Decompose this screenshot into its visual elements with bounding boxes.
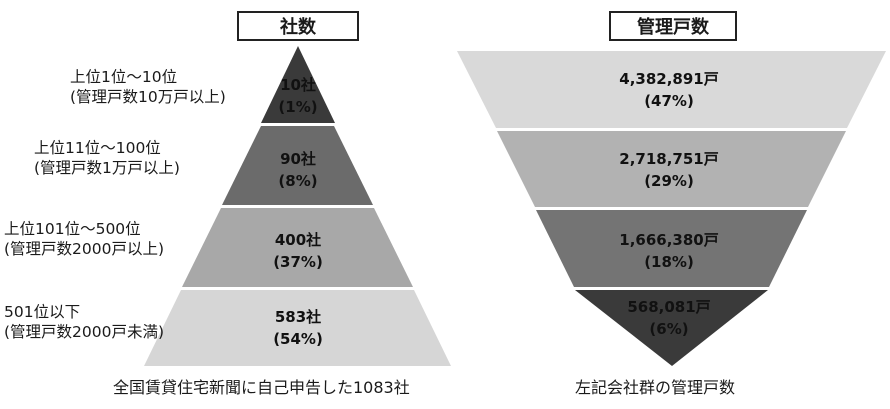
inverted-tier-1-units: 4,382,891戸 xyxy=(619,70,718,88)
right-title: 管理戸数 xyxy=(637,17,709,38)
inverted-tier-2-share: (29%) xyxy=(644,172,694,190)
inverted-tier-2 xyxy=(497,131,846,207)
inverted-tier-3-units: 1,666,380戸 xyxy=(619,231,718,249)
pyramid-tier-1-share: (1%) xyxy=(278,98,317,116)
tier-4-label: 501位以下 (管理戸数2000戸未満) xyxy=(4,302,164,342)
tier-1-criteria-label: (管理戸数10万戸以上) xyxy=(70,88,226,106)
tier-3-label: 上位101位～500位 (管理戸数2000戸以上) xyxy=(4,219,164,259)
pyramid-tier-4-count: 583社 xyxy=(275,308,321,326)
pyramid-tier-2 xyxy=(222,126,373,205)
left-caption: 全国賃貸住宅新聞に自己申告した1083社 xyxy=(113,378,410,397)
inverted-tier-1 xyxy=(457,51,886,128)
tier-2-label: 上位11位～100位 (管理戸数1万戸以上) xyxy=(34,138,180,178)
tier-2-criteria-label: (管理戸数1万戸以上) xyxy=(34,159,180,177)
tier-3-criteria-label: (管理戸数2000戸以上) xyxy=(4,240,165,258)
pyramid-tier-1-count: 10社 xyxy=(280,76,316,94)
pyramid-tier-3-share: (37%) xyxy=(273,253,323,271)
pyramid-tier-2-share: (8%) xyxy=(278,172,317,190)
tier-4-rank-label: 501位以下 xyxy=(4,303,81,321)
tier-1-label: 上位1位～10位 (管理戸数10万戸以上) xyxy=(70,67,226,107)
inverted-tier-1-share: (47%) xyxy=(644,92,694,110)
left-title-box: 社数 xyxy=(237,11,359,41)
tier-3-rank-label: 上位101位～500位 xyxy=(4,220,141,238)
inverted-tier-4 xyxy=(575,290,768,366)
tier-1-rank-label: 上位1位～10位 xyxy=(70,68,178,86)
company-pyramid: 10社 (1%) 90社 (8%) 400社 (37%) 583社 (54%) xyxy=(144,46,451,366)
tier-4-criteria-label: (管理戸数2000戸未満) xyxy=(4,323,165,341)
pyramid-tier-2-count: 90社 xyxy=(280,150,316,168)
units-inverted-pyramid: 4,382,891戸 (47%) 2,718,751戸 (29%) 1,666,… xyxy=(457,51,886,366)
tier-2-rank-label: 上位11位～100位 xyxy=(34,139,161,157)
pyramid-tier-3 xyxy=(182,208,413,287)
left-title: 社数 xyxy=(280,17,316,38)
right-caption: 左記会社群の管理戸数 xyxy=(575,378,736,397)
pyramid-tier-4 xyxy=(144,290,451,366)
pyramid-tier-3-count: 400社 xyxy=(275,231,321,249)
pyramid-tier-1 xyxy=(261,46,335,123)
inverted-tier-2-units: 2,718,751戸 xyxy=(619,150,718,168)
inverted-tier-3-share: (18%) xyxy=(644,253,694,271)
inverted-tier-3 xyxy=(536,210,807,287)
inverted-tier-4-share: (6%) xyxy=(649,320,688,338)
pyramid-tier-4-share: (54%) xyxy=(273,330,323,348)
right-title-box: 管理戸数 xyxy=(609,11,737,41)
inverted-tier-4-units: 568,081戸 xyxy=(627,298,710,316)
